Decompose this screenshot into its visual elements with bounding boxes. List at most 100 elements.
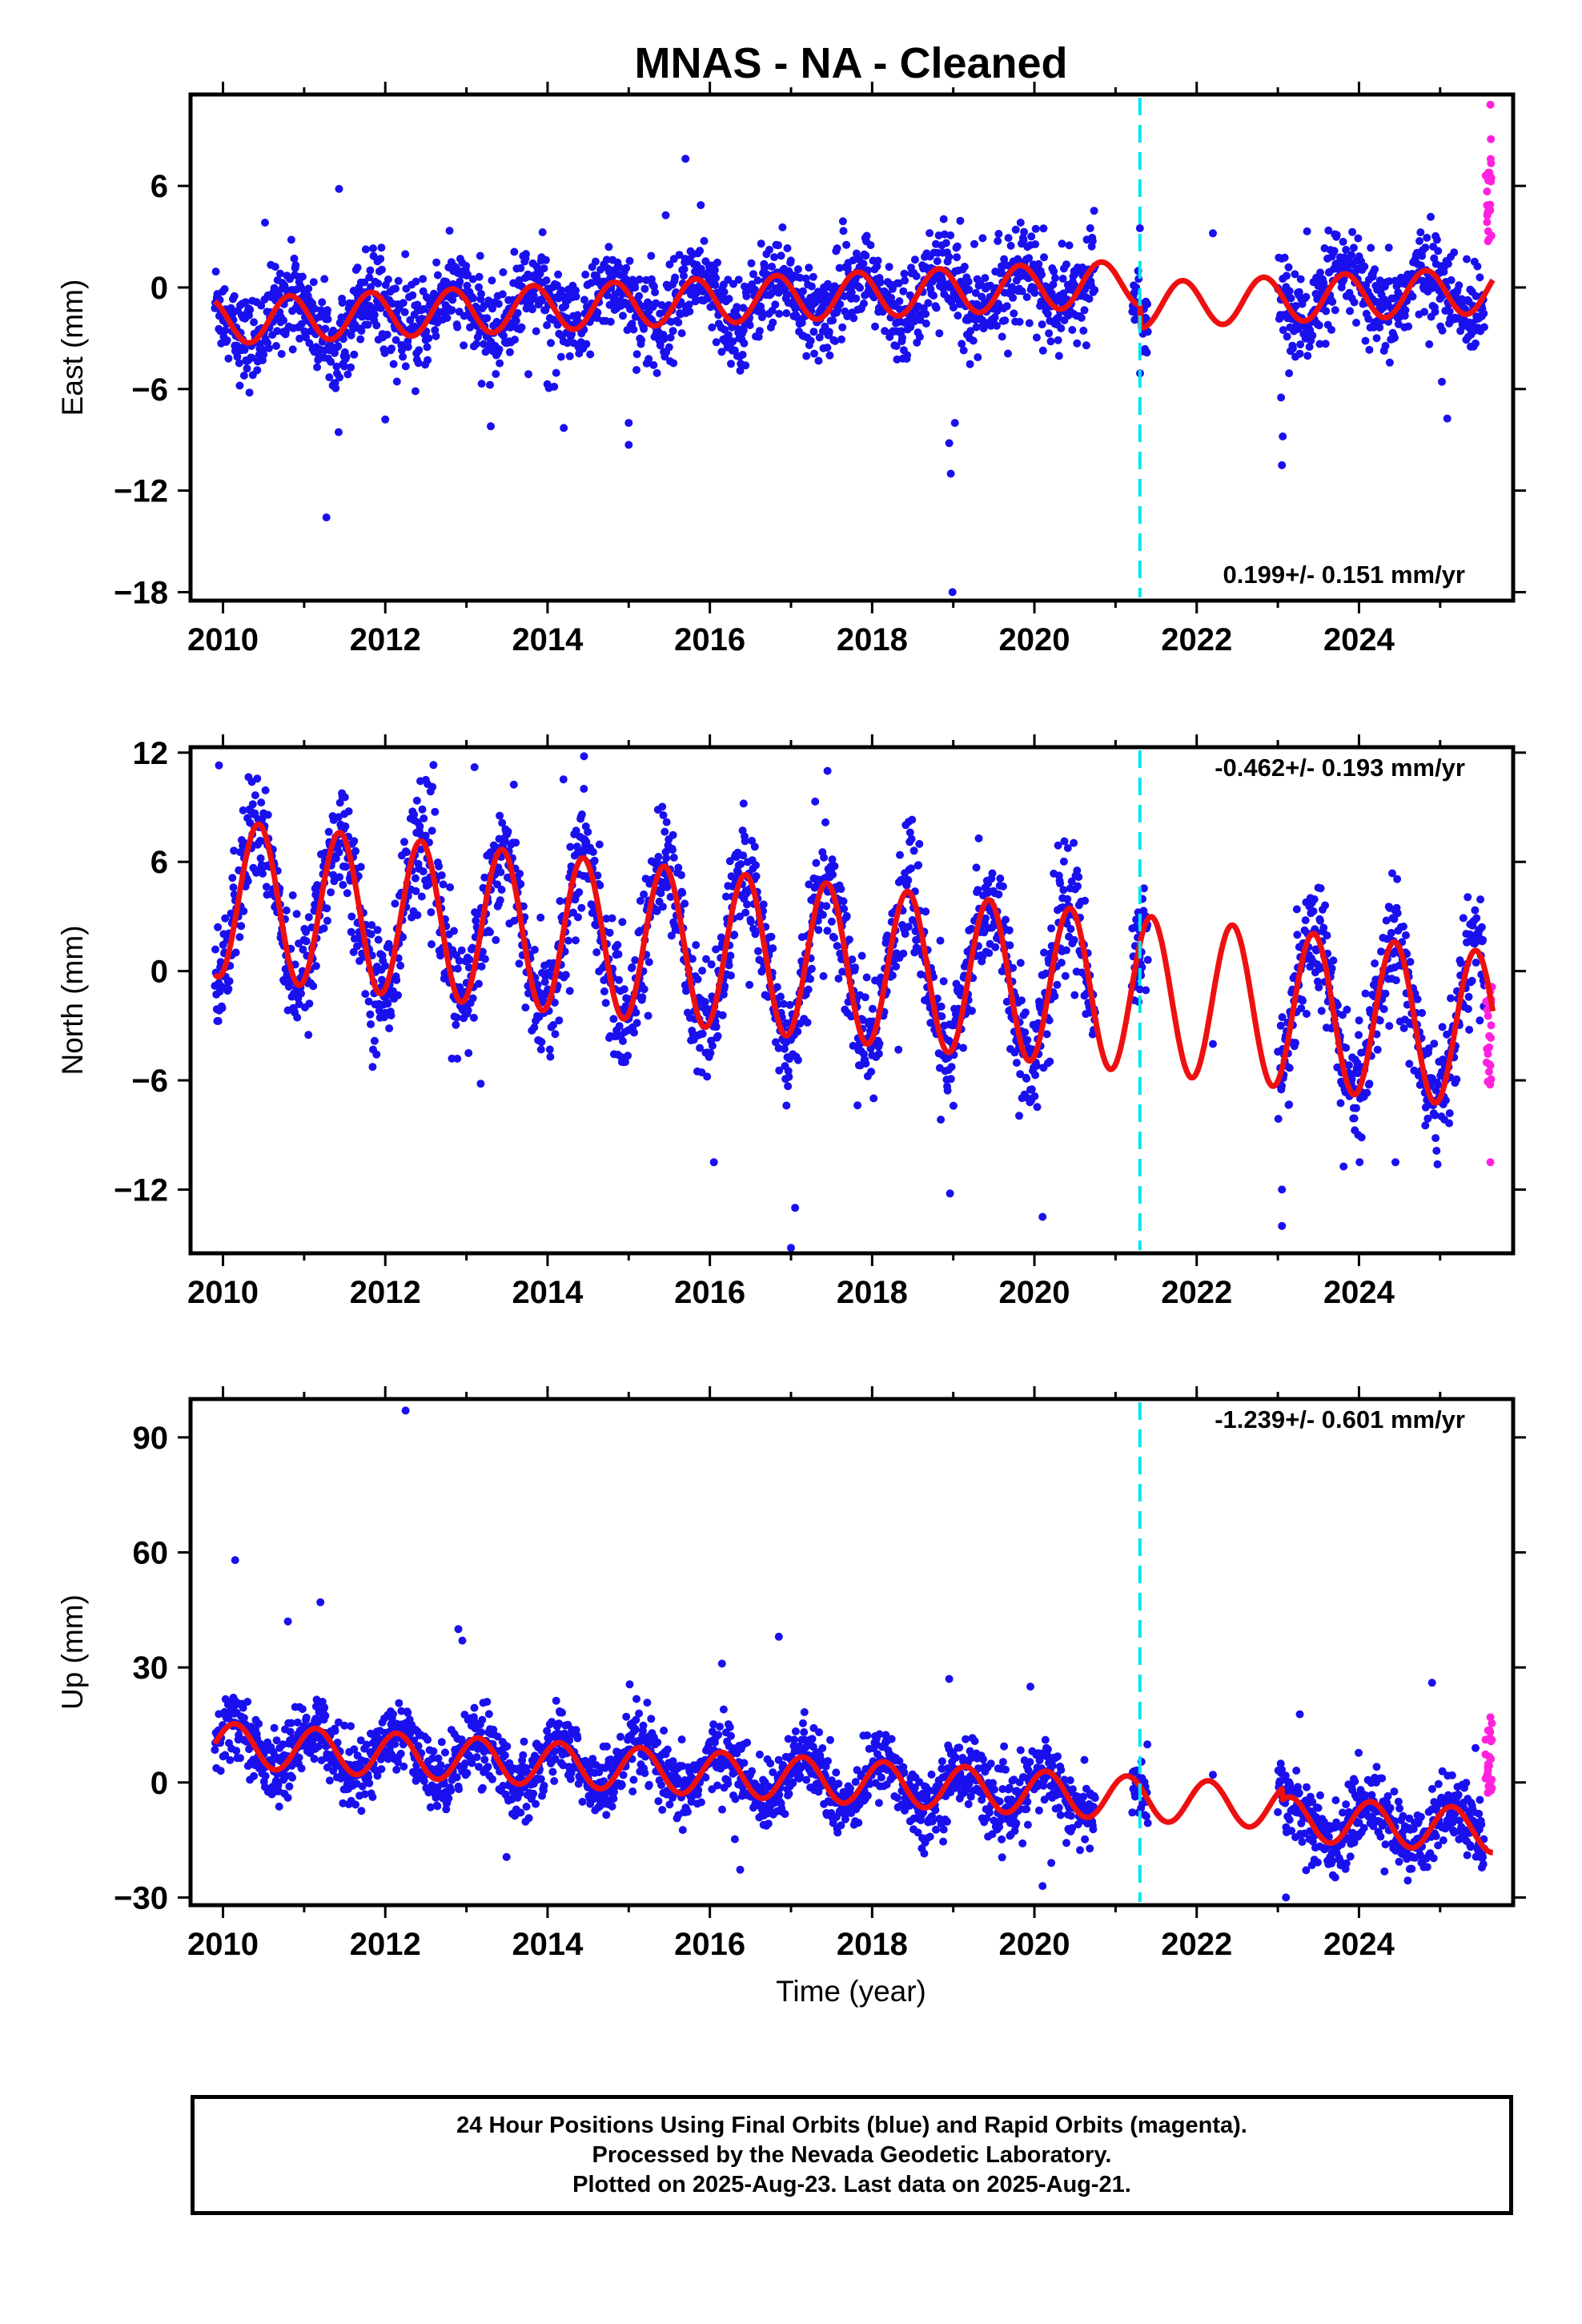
north-data-point [521, 1003, 530, 1012]
north-data-point [1070, 991, 1079, 999]
east-data-point [387, 344, 396, 353]
north-data-point [1278, 1081, 1286, 1090]
east-data-point [246, 305, 255, 314]
east-data-point [552, 368, 560, 377]
east-data-point [476, 251, 484, 260]
north-data-point [613, 940, 622, 949]
east-data-point [892, 342, 901, 351]
east-data-point [580, 296, 588, 304]
north-data-point [600, 987, 608, 995]
north-data-point [701, 998, 709, 1007]
north-rapid-point [1483, 1006, 1492, 1015]
east-panel: 2010 2012 2014 2016 2018 2020 2022 202460−6−12−… [56, 82, 1526, 657]
north-data-point [536, 1045, 545, 1054]
east-data-point [825, 351, 834, 360]
east-data-point [593, 308, 602, 317]
north-data-point [394, 991, 402, 999]
east-data-point [1046, 337, 1055, 346]
north-data-point [559, 775, 568, 784]
east-data-point [972, 323, 981, 332]
north-data-point [1016, 1070, 1025, 1079]
up-data-point [239, 1703, 247, 1712]
east-data-point [230, 292, 239, 300]
east-data-point [755, 327, 764, 336]
north-data-point [1066, 925, 1075, 933]
east-data-point [700, 236, 709, 245]
east-data-point [376, 255, 385, 263]
north-data-point [823, 927, 832, 935]
north-data-point [1382, 916, 1391, 925]
north-data-point [868, 1004, 877, 1013]
east-data-point [1291, 302, 1300, 310]
north-data-point [347, 927, 355, 936]
east-data-point [339, 335, 347, 344]
north-data-point [936, 936, 945, 945]
east-data-point [327, 357, 335, 366]
north-data-point [853, 1101, 862, 1110]
east-data-point [408, 291, 417, 300]
east-data-point [488, 304, 496, 313]
east-data-point [1031, 224, 1040, 233]
east-data-point [399, 299, 408, 308]
east-data-point [1085, 295, 1094, 304]
east-data-point [1086, 224, 1094, 232]
north-data-point [946, 1189, 954, 1198]
east-data-point [1288, 344, 1297, 353]
east-data-point [821, 322, 829, 331]
east-final-series [211, 155, 1488, 597]
north-data-point [1445, 1109, 1454, 1118]
east-data-point [542, 276, 551, 285]
north-data-point [582, 838, 591, 846]
east-data-point [322, 513, 331, 522]
north-data-point [1042, 1030, 1051, 1039]
north-data-point [759, 900, 768, 909]
north-data-point [416, 845, 425, 854]
east-data-point [1000, 255, 1009, 263]
north-data-point [1385, 1022, 1394, 1031]
east-data-point [665, 260, 674, 269]
north-data-point [510, 916, 519, 925]
north-data-point [904, 876, 913, 885]
north-data-point [774, 1043, 783, 1052]
east-data-point [757, 313, 766, 322]
east-data-point [288, 345, 297, 354]
east-data-point [377, 243, 386, 252]
east-data-point [990, 313, 999, 322]
east-data-point [1062, 260, 1070, 269]
north-data-point [592, 921, 600, 930]
east-data-point [710, 266, 719, 275]
east-data-point [807, 282, 816, 291]
east-data-point [697, 201, 705, 210]
north-data-point [1472, 914, 1481, 923]
east-data-point [366, 266, 375, 275]
north-data-point [1393, 875, 1402, 883]
north-data-point [909, 846, 918, 855]
east-data-point [279, 316, 288, 325]
north-data-point [842, 911, 851, 920]
east-data-point [921, 320, 930, 328]
east-data-point [424, 334, 433, 343]
north-data-point [334, 813, 343, 822]
east-data-point [998, 332, 1006, 341]
north-data-point [1074, 873, 1083, 882]
north-panel: 2010 2012 2014 2016 2018 2020 2022 20241260−6−1… [56, 734, 1526, 1310]
east-data-point [361, 245, 370, 254]
north-data-point [652, 907, 661, 915]
north-data-point [1143, 955, 1152, 964]
north-data-point [1312, 946, 1321, 955]
north-data-point [427, 908, 436, 917]
east-data-point [833, 244, 841, 253]
north-data-point [845, 935, 853, 944]
north-data-point [1393, 909, 1402, 918]
north-data-point [373, 926, 382, 935]
north-data-point [475, 979, 483, 988]
east-data-point [1330, 247, 1339, 255]
north-data-point [1299, 996, 1307, 1005]
east-data-point [1032, 333, 1041, 342]
east-outlier-point [946, 469, 955, 478]
up-data-point [274, 1781, 283, 1790]
north-data-point [211, 945, 219, 954]
north-data-point [324, 827, 333, 836]
east-data-point [631, 283, 640, 292]
